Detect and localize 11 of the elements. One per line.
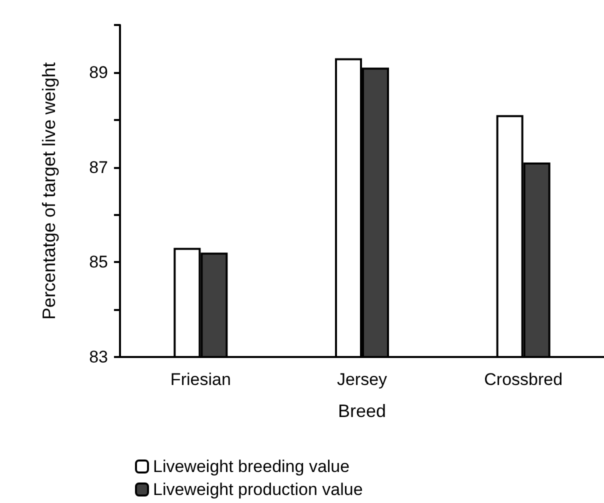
x-tick-label: Crossbred: [484, 370, 563, 389]
x-axis-title: Breed: [338, 401, 386, 421]
legend-label: Liveweight production value: [153, 480, 363, 499]
x-tick-label: Friesian: [170, 370, 231, 389]
y-tick-label: 87: [89, 158, 108, 177]
legend-label: Liveweight breeding value: [153, 457, 350, 476]
x-tick-label: Jersey: [336, 370, 388, 389]
y-tick-label: 83: [89, 348, 108, 366]
y-axis-title: Percentatge of target live weight: [39, 62, 59, 320]
y-tick-label: 89: [89, 62, 108, 82]
y-tick-label: 85: [89, 252, 108, 272]
